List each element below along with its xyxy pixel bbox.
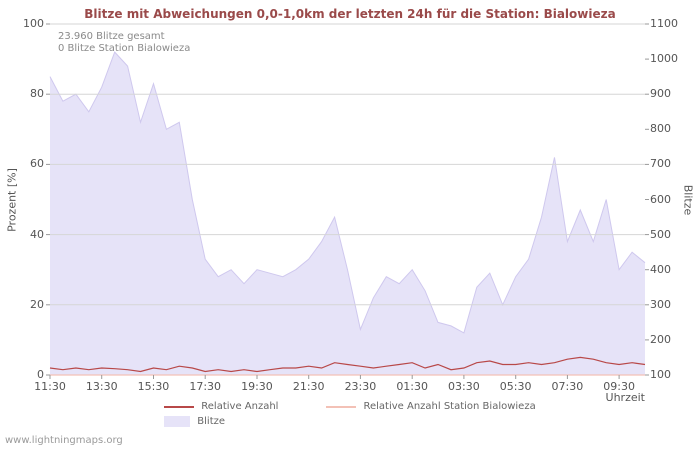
- legend-row-lines: Relative Anzahl Relative Anzahl Station B…: [164, 401, 536, 412]
- legend-line-swatch: [326, 405, 357, 408]
- right-axis-tick-label: 300: [650, 297, 671, 311]
- legend-label: Relative Anzahl Station Bialowieza: [363, 401, 536, 412]
- x-axis-tick-label: 17:30: [189, 380, 222, 393]
- x-axis-tick-label: 07:30: [551, 380, 584, 393]
- watermark: www.lightningmaps.org: [5, 435, 123, 446]
- left-axis-tick-label: 60: [30, 157, 44, 171]
- right-axis-tick-label: 900: [650, 87, 671, 101]
- chart-title: Blitze mit Abweichungen 0,0-1,0km der le…: [84, 7, 616, 21]
- x-axis-tick-label: 21:30: [292, 380, 325, 393]
- x-axis-title: Uhrzeit: [605, 391, 645, 404]
- right-axis-tick-label: 600: [650, 192, 671, 206]
- annotation-station-strikes: 0 Blitze Station Bialowieza: [58, 43, 191, 54]
- right-axis-tick-label: 200: [650, 332, 671, 346]
- x-axis-tick-label: 05:30: [499, 380, 532, 393]
- left-axis-tick-label: 40: [30, 227, 44, 241]
- legend-item: Relative Anzahl Station Bialowieza: [326, 401, 536, 412]
- legend-label: Relative Anzahl: [201, 401, 279, 412]
- left-axis-tick-label: 20: [30, 297, 44, 311]
- x-axis-tick-label: 01:30: [396, 380, 429, 393]
- x-axis-tick-label: 11:30: [34, 380, 66, 393]
- x-axis-tick-label: 09:30: [603, 380, 635, 393]
- legend-area-swatch: [164, 416, 191, 427]
- right-axis-tick-label: 700: [650, 157, 671, 171]
- x-axis-tick-label: 15:30: [137, 380, 170, 393]
- legend-row-area: Blitze: [164, 416, 535, 427]
- right-axis-tick-label: 500: [650, 227, 671, 241]
- legend: Relative Anzahl Relative Anzahl Station B…: [0, 401, 700, 427]
- x-axis-tick-label: 23:30: [344, 380, 377, 393]
- legend-line-swatch: [164, 405, 195, 408]
- legend-item: Blitze: [164, 416, 225, 427]
- x-axis-tick-label: 13:30: [85, 380, 118, 393]
- left-axis-title: Prozent [%]: [5, 168, 19, 232]
- left-axis-tick-label: 80: [30, 87, 44, 101]
- left-axis-tick-label: 100: [23, 17, 44, 30]
- right-axis-title: Blitze: [681, 184, 695, 216]
- right-axis-tick-label: 100: [650, 368, 671, 381]
- right-axis-tick-label: 1000: [650, 52, 678, 66]
- x-axis-tick-label: 03:30: [448, 380, 480, 393]
- legend-item: Relative Anzahl: [164, 401, 278, 412]
- left-axis-tick-label: 0: [37, 368, 44, 381]
- right-axis-tick-label: 1100: [650, 17, 678, 30]
- right-axis-tick-label: 400: [650, 262, 671, 276]
- legend-label: Blitze: [197, 416, 226, 427]
- annotation-total-strikes: 23.960 Blitze gesamt: [58, 31, 165, 42]
- right-axis-tick-label: 800: [650, 122, 671, 136]
- x-axis-tick-label: 19:30: [241, 380, 273, 393]
